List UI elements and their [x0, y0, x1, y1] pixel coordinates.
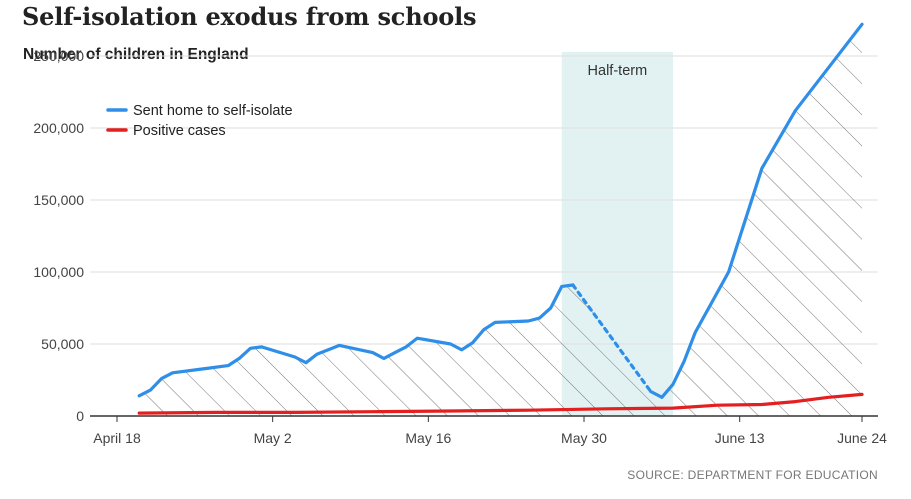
y-tick-label: 0	[76, 408, 84, 424]
chart-subtitle: Number of children in England	[23, 46, 249, 63]
chart-title: Self-isolation exodus from schools	[22, 2, 477, 31]
sent-home-line	[649, 22, 864, 399]
legend-label: Sent home to self-isolate	[133, 103, 293, 119]
sent-home-line	[137, 283, 575, 398]
y-tick-label: 50,000	[41, 336, 84, 352]
x-tick-label: May 30	[561, 430, 607, 446]
legend-label: Positive cases	[133, 123, 226, 139]
positive-cases-line	[137, 392, 864, 415]
x-tick-label: May 2	[254, 430, 292, 446]
y-tick-label: 250,000	[33, 48, 84, 64]
x-tick-label: April 18	[93, 430, 141, 446]
x-tick-label: June 13	[715, 430, 765, 446]
source-note: SOURCE: DEPARTMENT FOR EDUCATION	[627, 468, 878, 482]
x-tick-label: May 16	[405, 430, 451, 446]
half-term-label: Half-term	[588, 63, 648, 79]
y-tick-label: 200,000	[33, 120, 84, 136]
y-tick-label: 100,000	[33, 264, 84, 280]
sent-home-area	[139, 24, 862, 417]
y-tick-label: 150,000	[33, 192, 84, 208]
x-tick-label: June 24	[837, 430, 887, 446]
sent-home-line-dotted	[571, 283, 653, 394]
